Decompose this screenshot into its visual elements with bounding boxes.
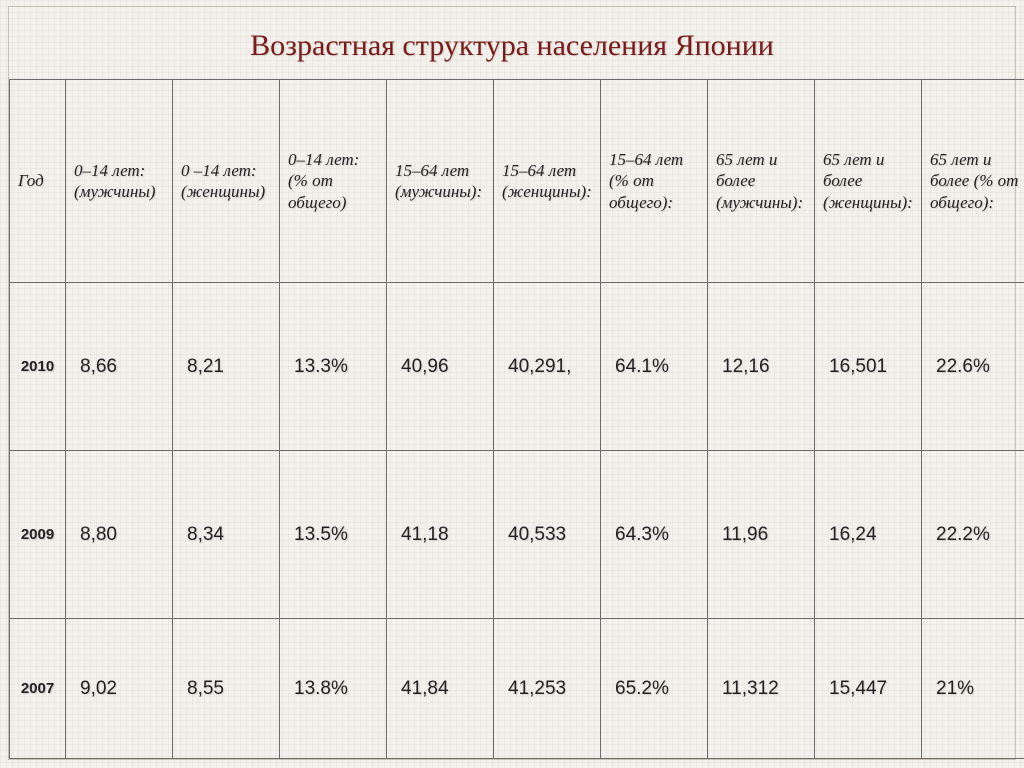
col-65-p: 65 лет и более (% от общего): — [922, 80, 1024, 283]
cell: 40,533 — [494, 451, 601, 619]
cell: 8,34 — [173, 451, 280, 619]
col-15-64-p: 15–64 лет (% от общего): — [601, 80, 708, 283]
slide-frame: Возрастная структура населения Японии Го… — [8, 6, 1016, 760]
cell: 16,501 — [815, 283, 922, 451]
cell: 21% — [922, 619, 1024, 759]
cell: 16,24 — [815, 451, 922, 619]
cell: 13.8% — [280, 619, 387, 759]
age-structure-table: Год 0–14 лет: (мужчины) 0 –14 лет: (женщ… — [9, 79, 1024, 759]
table-row: 2007 9,02 8,55 13.8% 41,84 41,253 65.2% … — [10, 619, 1024, 759]
col-65-m: 65 лет и более (мужчины): — [708, 80, 815, 283]
col-0-14-p: 0–14 лет: (% от общего) — [280, 80, 387, 283]
col-0-14-m: 0–14 лет: (мужчины) — [66, 80, 173, 283]
cell: 12,16 — [708, 283, 815, 451]
table-header-row: Год 0–14 лет: (мужчины) 0 –14 лет: (женщ… — [10, 80, 1024, 283]
cell: 41,18 — [387, 451, 494, 619]
col-65-f: 65 лет и более (женщины): — [815, 80, 922, 283]
cell: 8,66 — [66, 283, 173, 451]
cell: 22.2% — [922, 451, 1024, 619]
row-year: 2010 — [10, 283, 66, 451]
col-15-64-m: 15–64 лет (мужчины): — [387, 80, 494, 283]
cell: 8,55 — [173, 619, 280, 759]
cell: 64.3% — [601, 451, 708, 619]
cell: 13.3% — [280, 283, 387, 451]
cell: 40,291, — [494, 283, 601, 451]
col-15-64-f: 15–64 лет (женщины): — [494, 80, 601, 283]
cell: 11,312 — [708, 619, 815, 759]
col-year: Год — [10, 80, 66, 283]
cell: 65.2% — [601, 619, 708, 759]
page-title: Возрастная структура населения Японии — [9, 29, 1015, 63]
cell: 8,80 — [66, 451, 173, 619]
cell: 13.5% — [280, 451, 387, 619]
cell: 22.6% — [922, 283, 1024, 451]
cell: 64.1% — [601, 283, 708, 451]
table-row: 2009 8,80 8,34 13.5% 41,18 40,533 64.3% … — [10, 451, 1024, 619]
cell: 8,21 — [173, 283, 280, 451]
cell: 41,84 — [387, 619, 494, 759]
cell: 41,253 — [494, 619, 601, 759]
cell: 9,02 — [66, 619, 173, 759]
row-year: 2007 — [10, 619, 66, 759]
row-year: 2009 — [10, 451, 66, 619]
table-row: 2010 8,66 8,21 13.3% 40,96 40,291, 64.1%… — [10, 283, 1024, 451]
cell: 11,96 — [708, 451, 815, 619]
cell: 15,447 — [815, 619, 922, 759]
col-0-14-f: 0 –14 лет: (женщины) — [173, 80, 280, 283]
cell: 40,96 — [387, 283, 494, 451]
